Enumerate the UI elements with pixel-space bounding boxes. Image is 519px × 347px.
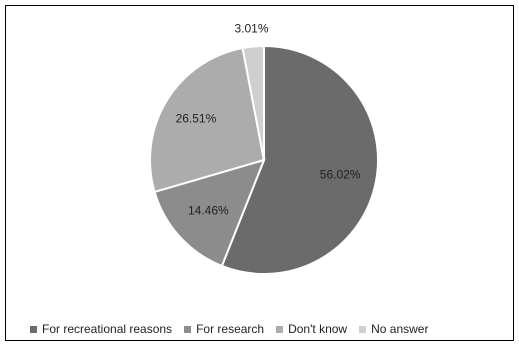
data-label-dont-know: 26.51% <box>176 111 217 125</box>
legend-item-recreational: For recreational reasons <box>30 322 172 336</box>
data-label-recreational: 56.02% <box>320 168 361 182</box>
legend-item-no-answer: No answer <box>359 322 428 336</box>
legend-swatch-no-answer <box>359 325 367 333</box>
chart-area: 56.02% 14.46% 26.51% 3.01% For recreational… <box>5 5 514 341</box>
legend-label-research: For research <box>196 322 265 336</box>
legend: For recreational reasons For research Do… <box>30 322 440 336</box>
pie-chart: 56.02% 14.46% 26.51% 3.01% <box>149 21 379 275</box>
legend-swatch-research <box>184 325 192 333</box>
legend-label-recreational: For recreational reasons <box>42 322 173 336</box>
legend-item-research: For research <box>184 322 264 336</box>
pie-slice-dont-know <box>149 46 266 194</box>
pie-slice-no-answer <box>241 44 265 161</box>
data-label-no-answer: 3.01% <box>234 21 268 35</box>
legend-label-dont-know: Don't know <box>288 322 348 336</box>
legend-label-no-answer: No answer <box>371 322 429 336</box>
legend-swatch-dont-know <box>276 325 284 333</box>
legend-swatch-recreational <box>30 325 37 333</box>
pie-slice-research <box>153 158 266 268</box>
legend-item-dont-know: Don't know <box>276 322 347 336</box>
pie-slice-recreational <box>220 44 379 275</box>
data-label-research: 14.46% <box>188 204 229 218</box>
